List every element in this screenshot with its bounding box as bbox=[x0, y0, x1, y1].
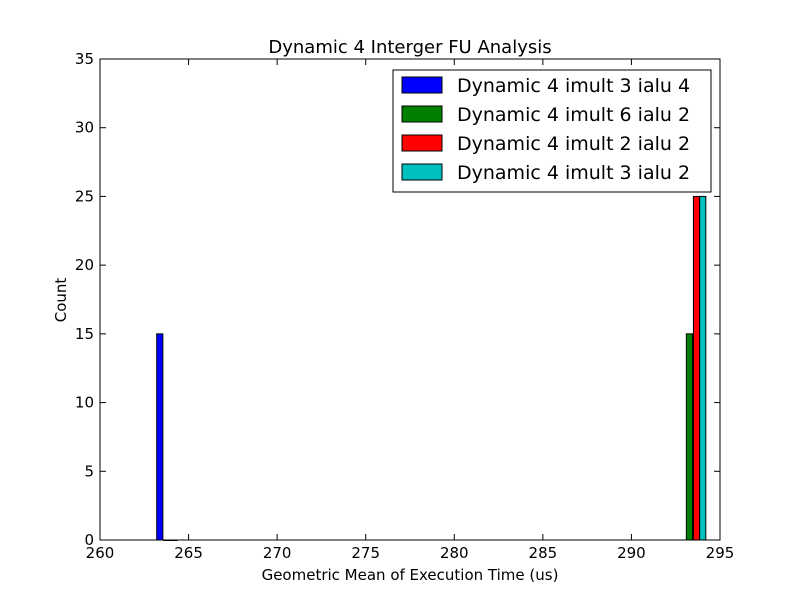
chart-title: Dynamic 4 Interger FU Analysis bbox=[268, 37, 551, 58]
y-tick-label-4: 20 bbox=[75, 256, 94, 274]
legend-label-2: Dynamic 4 imult 2 ialu 2 bbox=[457, 133, 690, 155]
x-axis-label: Geometric Mean of Execution Time (us) bbox=[262, 566, 559, 584]
y-tick-label-5: 25 bbox=[75, 187, 94, 205]
legend-label-0: Dynamic 4 imult 3 ialu 4 bbox=[457, 75, 690, 97]
x-tick-label-4: 280 bbox=[440, 544, 469, 562]
bar-1-0 bbox=[685, 333, 694, 541]
legend-swatch-3 bbox=[401, 163, 443, 181]
y-tick-label-0: 0 bbox=[84, 531, 94, 549]
x-tick-label-2: 270 bbox=[263, 544, 292, 562]
legend: Dynamic 4 imult 3 ialu 4 Dynamic 4 imult … bbox=[392, 69, 712, 193]
y-tick-label-2: 10 bbox=[75, 394, 94, 412]
legend-label-3: Dynamic 4 imult 3 ialu 2 bbox=[457, 162, 690, 184]
x-tick-label-0: 260 bbox=[86, 544, 115, 562]
x-tick-label-3: 275 bbox=[351, 544, 380, 562]
legend-swatch-2 bbox=[401, 134, 443, 152]
y-axis-label: Count bbox=[52, 278, 70, 323]
bars-group bbox=[156, 195, 707, 541]
y-tick-label-1: 5 bbox=[84, 462, 94, 480]
ticks-group: 260 265 270 275 280 285 290 295 0 5 10 15 20 25 30 35 bbox=[75, 50, 734, 562]
legend-swatch-0 bbox=[401, 76, 443, 94]
x-tick-label-5: 285 bbox=[529, 544, 558, 562]
plot-frame bbox=[99, 58, 721, 541]
legend-box bbox=[392, 69, 712, 193]
bar-2-0 bbox=[692, 195, 701, 541]
x-tick-label-7: 295 bbox=[706, 544, 735, 562]
y-tick-label-7: 35 bbox=[75, 50, 94, 68]
x-tick-label-1: 265 bbox=[174, 544, 203, 562]
legend-label-1: Dynamic 4 imult 6 ialu 2 bbox=[457, 104, 690, 126]
bar-0-0 bbox=[156, 333, 164, 541]
legend-swatch-1 bbox=[401, 105, 443, 123]
bar-3-0 bbox=[699, 195, 707, 541]
y-tick-label-3: 15 bbox=[75, 325, 94, 343]
y-tick-label-6: 30 bbox=[75, 119, 94, 137]
x-tick-label-6: 290 bbox=[617, 544, 646, 562]
